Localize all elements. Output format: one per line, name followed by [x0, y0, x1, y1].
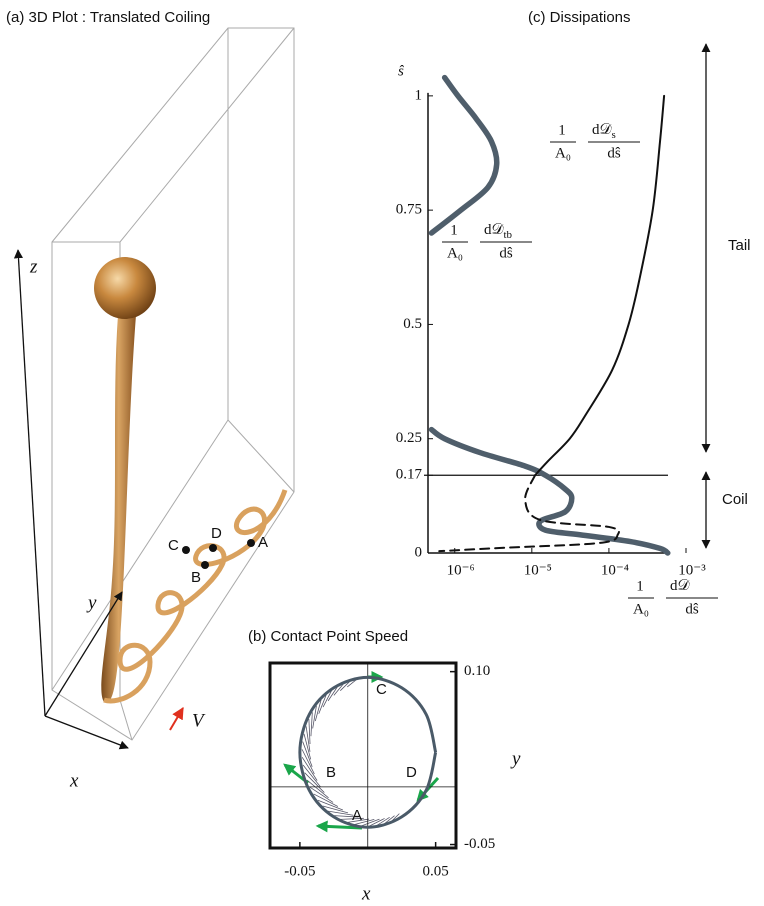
fraction-label: 1 A₀ d𝒟s dŝ [550, 122, 640, 161]
axes-3d [13, 249, 129, 750]
y-axis-label: ŝ [398, 63, 404, 79]
x-tick-label: 10⁻⁵ [524, 562, 552, 578]
coils [103, 489, 288, 704]
speed-hatch [301, 677, 400, 828]
hatch-line [333, 815, 359, 818]
hatch-line [303, 733, 312, 760]
fraction-label: 1 A₀ d𝒟tb dŝ [442, 222, 532, 261]
hatch-line [322, 689, 333, 708]
panel-title: (b) Contact Point Speed [248, 628, 408, 645]
points: A B C D [168, 525, 268, 586]
point [201, 561, 209, 569]
axis-label: y [86, 592, 97, 613]
point-label: A [258, 534, 268, 551]
point-label: B [326, 764, 336, 781]
frac-dnum: d𝒟tb [484, 222, 513, 240]
x-tick-label: 10⁻³ [678, 562, 706, 578]
x-tick-label: 0.05 [423, 863, 449, 879]
panel-a: (a) 3D Plot : Translated Coiling A B C D [6, 9, 295, 791]
hatch-line [340, 817, 364, 820]
frac-dden: dŝ [499, 245, 513, 261]
hatch-line [322, 805, 349, 814]
hatch-line [312, 705, 317, 729]
hatch-line [308, 719, 311, 745]
head [94, 257, 156, 319]
hatch-line [327, 685, 339, 702]
frac-num: 1 [636, 578, 644, 594]
dissipation-curve [438, 474, 620, 553]
frac-dnum: d𝒟s [592, 122, 616, 140]
panel-title: (c) Dissipations [528, 9, 631, 26]
hatch-line [309, 786, 334, 803]
point-label: C [376, 681, 387, 698]
hatch-line [360, 818, 380, 827]
frac-dden: dŝ [685, 601, 699, 617]
point [209, 544, 217, 552]
x-tick-label: 10⁻⁶ [447, 562, 475, 578]
hatch-line [305, 726, 311, 752]
hatch-line [310, 712, 313, 737]
point-label: A [352, 807, 362, 824]
point-label: C [168, 537, 179, 554]
y-tick-label: 0 [415, 544, 423, 560]
hatch-line [353, 818, 375, 826]
frac-dden: dŝ [607, 145, 621, 161]
frac-den: A₀ [633, 601, 649, 617]
velocity-label: V [192, 710, 206, 731]
dissipation-curve [428, 74, 671, 556]
y-tick-label: 0.17 [396, 467, 423, 483]
hatch-line [306, 779, 329, 799]
point [247, 539, 255, 547]
point-label: D [211, 525, 222, 542]
axis-label: x [69, 770, 79, 791]
frac-dnum: d𝒟 [670, 578, 690, 594]
velocity-arrow [169, 706, 184, 731]
hatch-line [317, 799, 344, 811]
point-label: D [406, 764, 417, 781]
y-axis-label: y [510, 748, 521, 769]
x-tick-label: -0.05 [284, 863, 315, 879]
y-tick-label: 0.75 [396, 202, 422, 218]
tail [101, 315, 136, 703]
y-tick-label: 0.5 [403, 316, 422, 332]
hatch-line [301, 749, 315, 775]
hatch-line [346, 818, 370, 823]
dissipation-curve [534, 94, 666, 477]
hatch-line [367, 818, 385, 828]
bracket-label: Tail [728, 237, 751, 254]
y-tick-label: 0.10 [464, 663, 490, 679]
y-tick-label: -0.05 [464, 836, 495, 852]
panel-title: (a) 3D Plot : Translated Coiling [6, 9, 210, 26]
hatch-line [318, 694, 327, 714]
frac-num: 1 [558, 122, 566, 138]
point [182, 546, 190, 554]
plot-frame [268, 661, 458, 850]
hatch-line [328, 810, 354, 816]
hatch-line [304, 772, 325, 793]
hatch-line [333, 682, 345, 696]
y-tick-label: 0.25 [396, 430, 422, 446]
x-tick-label: 10⁻⁴ [601, 562, 629, 578]
axis-label: z [29, 256, 38, 277]
hatch-line [313, 793, 339, 807]
frac-num: 1 [450, 222, 458, 238]
hatch-line [302, 741, 313, 767]
x-axis-label: x [361, 883, 371, 904]
hatch-line [314, 699, 322, 722]
frac-den: A₀ [555, 145, 571, 161]
fraction-label: 1 A₀ d𝒟 dŝ [628, 578, 718, 617]
contact-curve [298, 675, 438, 829]
point-label: B [191, 569, 201, 586]
hatch-line [302, 764, 321, 788]
y-tick-label: 1 [415, 87, 423, 103]
bracket-label: Coil [722, 491, 748, 508]
frac-den: A₀ [447, 245, 463, 261]
hatch-line [301, 757, 318, 781]
